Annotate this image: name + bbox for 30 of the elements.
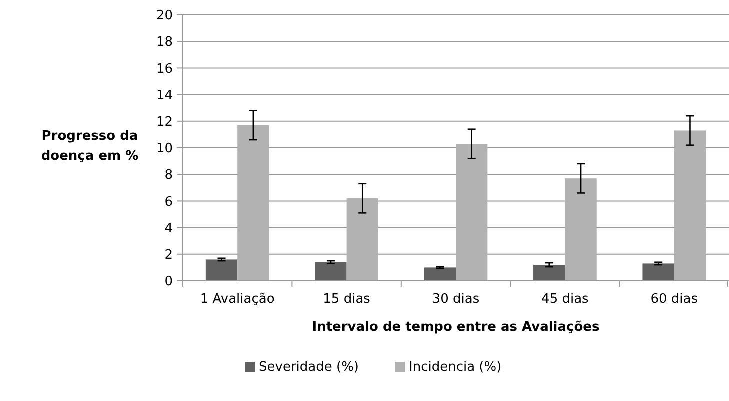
y-tick-label: 4 bbox=[164, 221, 173, 236]
bar bbox=[315, 262, 347, 281]
y-tick-label: 20 bbox=[156, 8, 173, 24]
bar bbox=[642, 264, 674, 281]
x-tick-label: 45 dias bbox=[542, 292, 590, 307]
y-tick-label: 8 bbox=[164, 168, 173, 184]
bar bbox=[424, 268, 456, 281]
y-tick-label: 12 bbox=[156, 114, 173, 130]
y-axis-title: Progresso da doença em % bbox=[41, 129, 139, 164]
y-tick-label: 16 bbox=[156, 62, 173, 77]
y-tick-label: 0 bbox=[164, 274, 173, 290]
bar bbox=[206, 260, 238, 281]
bar bbox=[674, 130, 706, 281]
x-tick-label: 15 dias bbox=[323, 292, 371, 307]
bar bbox=[456, 144, 488, 281]
y-tick-label: 18 bbox=[156, 35, 173, 50]
x-axis-title: Intervalo de tempo entre as Avaliações bbox=[312, 320, 600, 335]
x-tick-label: 60 dias bbox=[650, 292, 698, 307]
y-tick-label: 14 bbox=[156, 88, 173, 104]
x-tick-label: 30 dias bbox=[432, 292, 480, 307]
bar bbox=[346, 198, 378, 281]
bar bbox=[565, 178, 597, 281]
bar bbox=[534, 265, 566, 281]
legend-label: Incidencia (%) bbox=[409, 360, 502, 375]
y-tick-label: 10 bbox=[156, 142, 173, 157]
y-tick-label: 2 bbox=[164, 248, 173, 263]
bar bbox=[238, 125, 270, 281]
x-tick-label: 1 Avaliação bbox=[200, 292, 275, 307]
y-tick-label: 6 bbox=[164, 194, 173, 210]
legend-label: Severidade (%) bbox=[259, 360, 359, 375]
